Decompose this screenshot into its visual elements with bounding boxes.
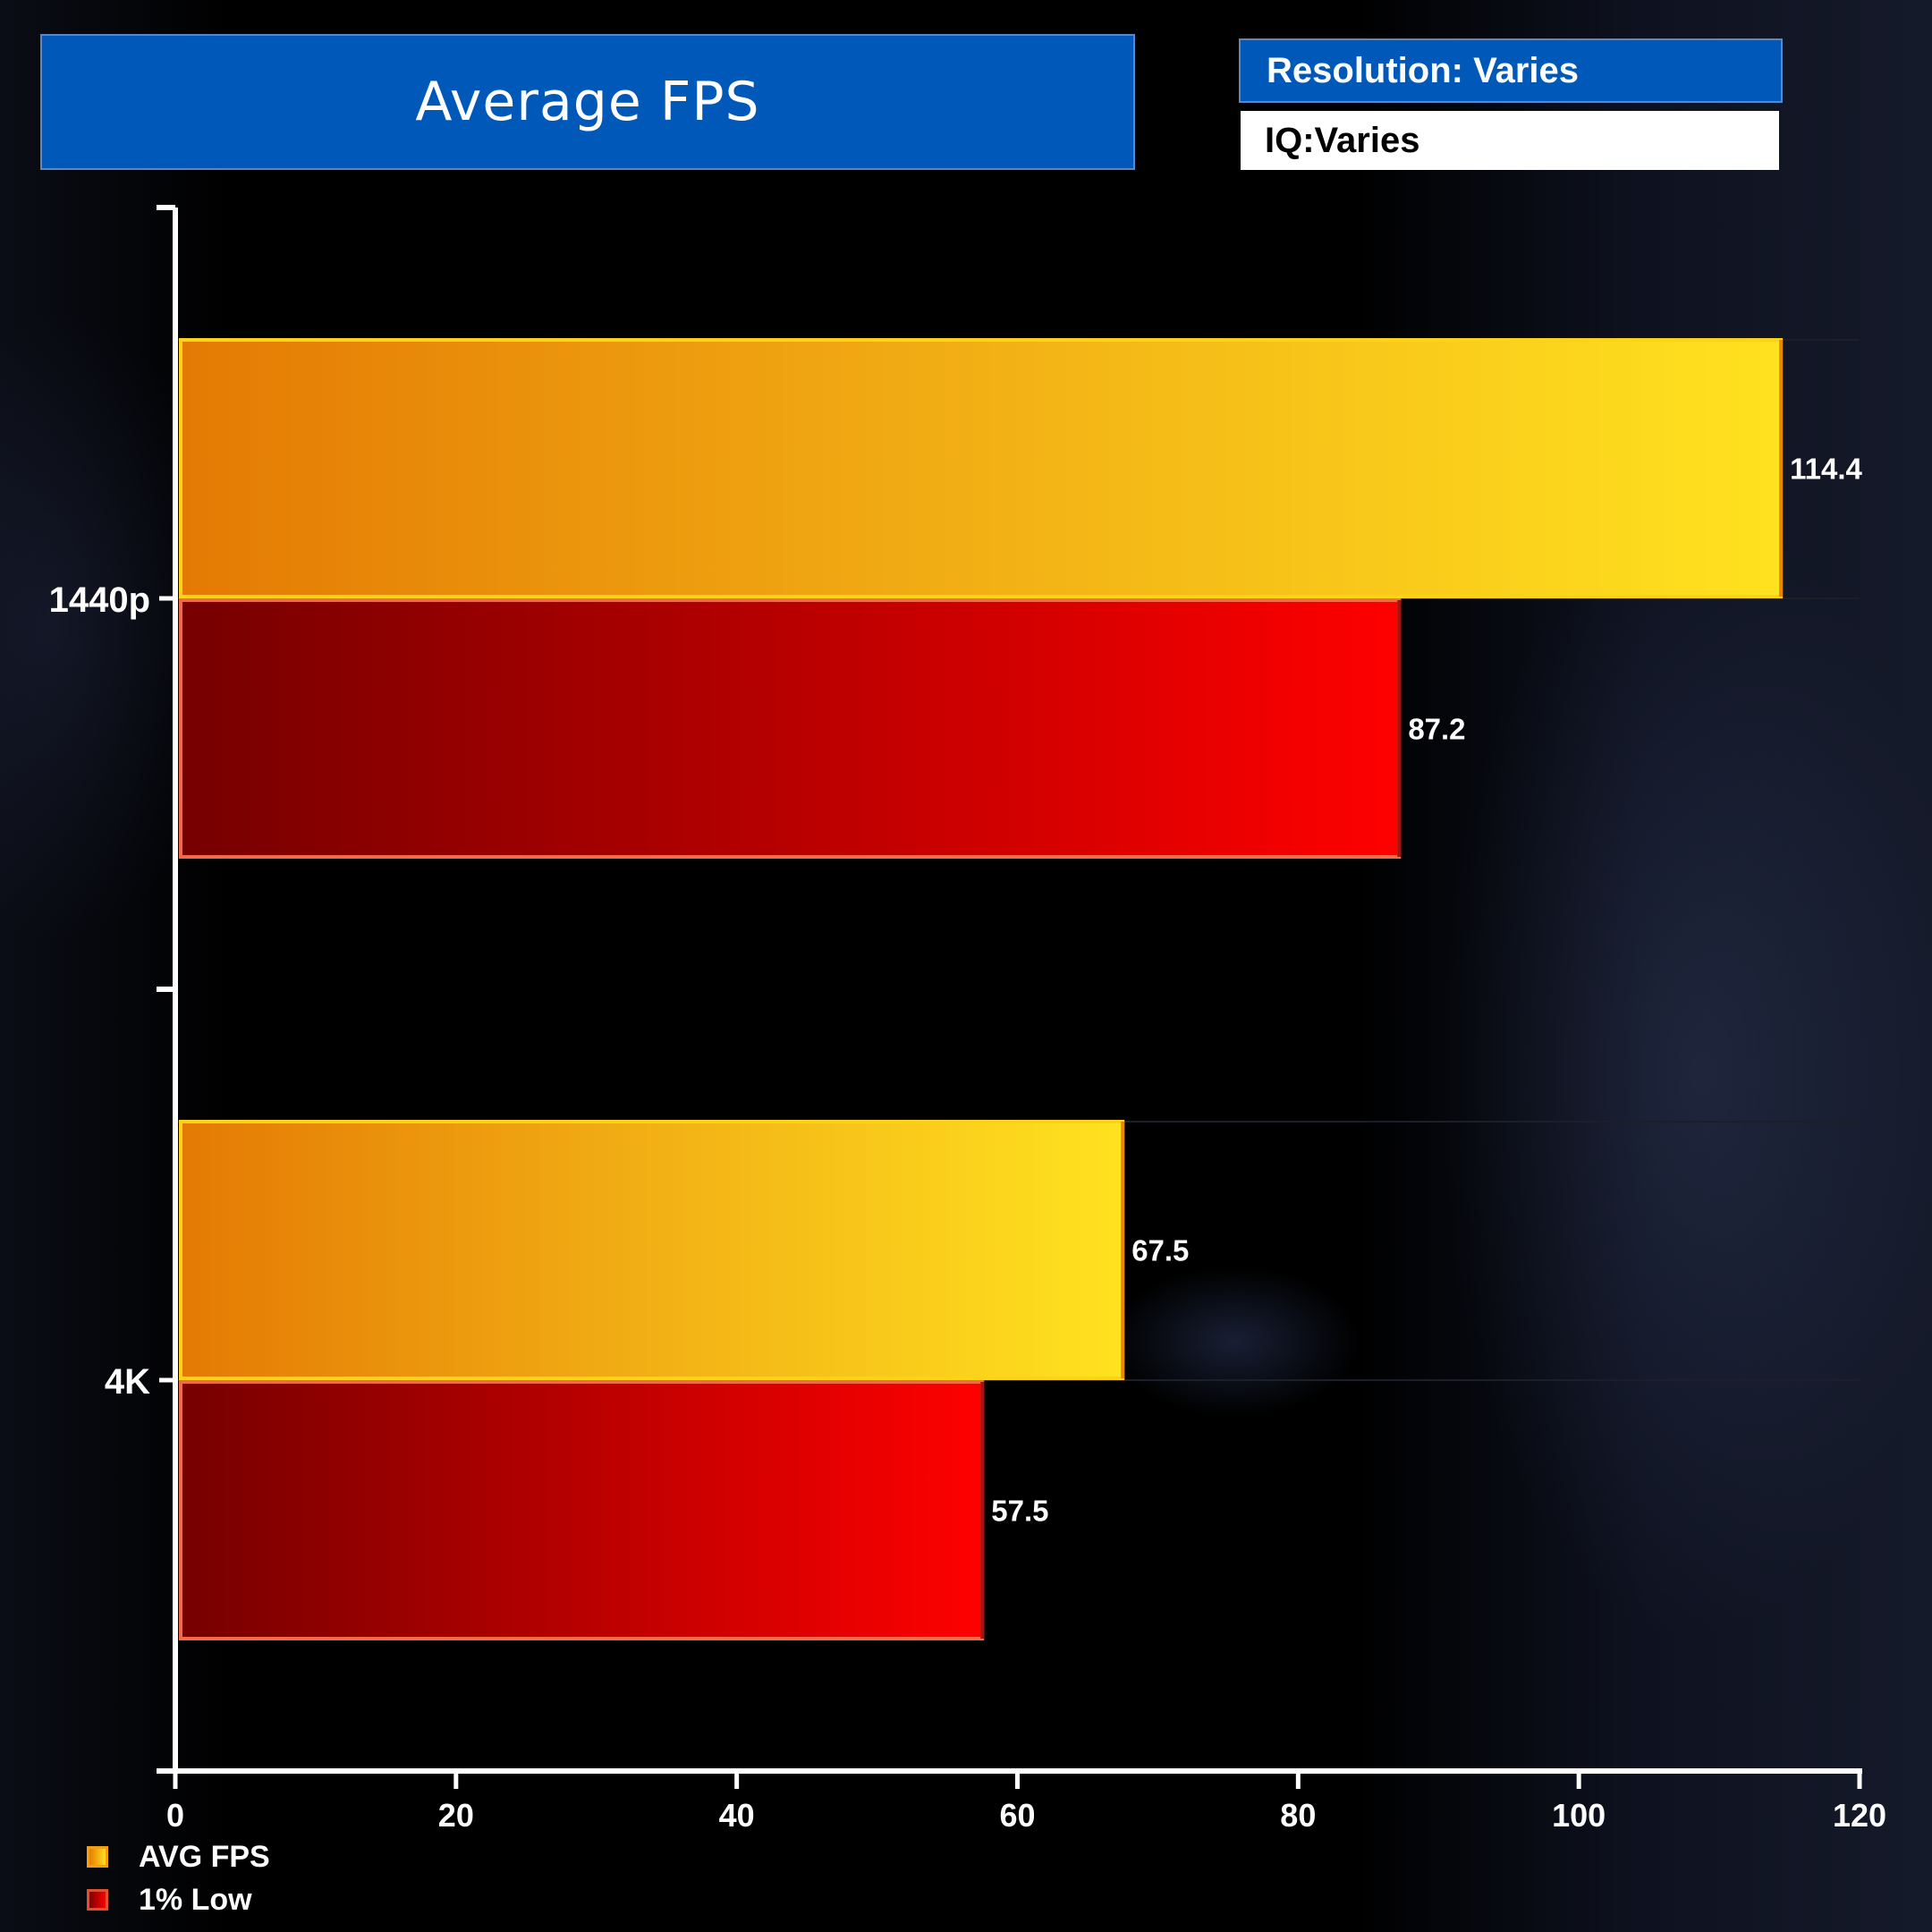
- legend-swatch-avg-fps: [87, 1846, 108, 1868]
- chart-title: Average FPS: [415, 71, 760, 133]
- x-tick-label: 0: [166, 1797, 184, 1834]
- resolution-banner: Resolution: Varies: [1239, 38, 1783, 103]
- iq-banner: IQ:Varies: [1241, 111, 1779, 170]
- x-tick-label: 20: [438, 1797, 474, 1834]
- legend-item-avg-fps: AVG FPS: [87, 1835, 270, 1878]
- labels-group: 114.4 87.2 1440p 67.5 57.5 4K 0 20 40 60 80 100 120: [49, 453, 1886, 1835]
- x-tick-label: 80: [1280, 1797, 1316, 1834]
- axes-group: [157, 205, 1862, 1789]
- iq-label: IQ:Varies: [1265, 120, 1420, 160]
- legend: AVG FPS 1% Low: [87, 1835, 270, 1921]
- legend-label-avg-fps: AVG FPS: [139, 1839, 270, 1874]
- category-label-4k: 4K: [105, 1362, 150, 1402]
- bar-1-low-1440p: [179, 598, 1402, 859]
- x-tick-label: 60: [999, 1797, 1035, 1834]
- chart-title-banner: Average FPS: [40, 34, 1135, 170]
- x-tick-label: 100: [1552, 1797, 1606, 1834]
- legend-item-1pct-low: 1% Low: [87, 1878, 270, 1921]
- legend-swatch-1pct-low: [87, 1889, 108, 1911]
- data-label-1-low-1440p: 87.2: [1408, 713, 1465, 746]
- bars-group: [179, 338, 1784, 1640]
- data-label-1-low-4k: 57.5: [991, 1495, 1048, 1528]
- data-label-avg-fps-4k: 67.5: [1131, 1234, 1189, 1267]
- bar-avg-fps-4k: [179, 1120, 1125, 1380]
- bar-avg-fps-1440p: [179, 338, 1784, 598]
- x-tick-label: 40: [719, 1797, 755, 1834]
- data-label-avg-fps-1440p: 114.4: [1790, 453, 1862, 486]
- resolution-label: Resolution: Varies: [1267, 50, 1579, 90]
- category-label-1440p: 1440p: [49, 580, 150, 620]
- legend-label-1pct-low: 1% Low: [139, 1882, 252, 1917]
- bar-1-low-4k: [179, 1380, 985, 1640]
- x-tick-label: 120: [1833, 1797, 1886, 1834]
